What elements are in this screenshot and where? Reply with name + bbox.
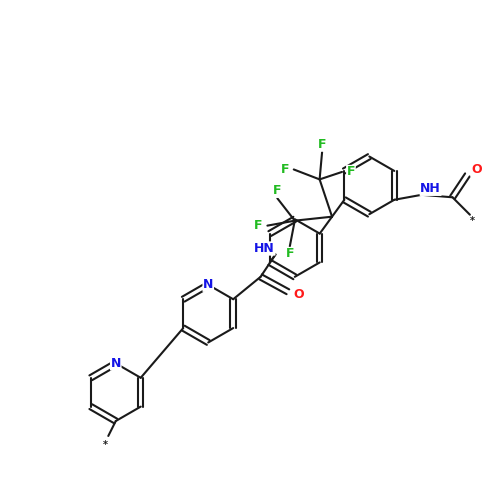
Text: F: F bbox=[273, 184, 281, 198]
Text: F: F bbox=[286, 248, 294, 260]
Text: HN: HN bbox=[254, 242, 275, 255]
Text: O: O bbox=[471, 164, 482, 176]
Text: F: F bbox=[318, 138, 326, 151]
Text: F: F bbox=[280, 163, 289, 176]
Text: F: F bbox=[254, 219, 262, 232]
Text: N: N bbox=[110, 357, 121, 370]
Text: O: O bbox=[294, 288, 304, 301]
Text: NH: NH bbox=[420, 182, 441, 196]
Text: *: * bbox=[104, 440, 108, 450]
Text: *: * bbox=[470, 216, 475, 226]
Text: F: F bbox=[346, 166, 355, 178]
Text: N: N bbox=[203, 278, 213, 291]
